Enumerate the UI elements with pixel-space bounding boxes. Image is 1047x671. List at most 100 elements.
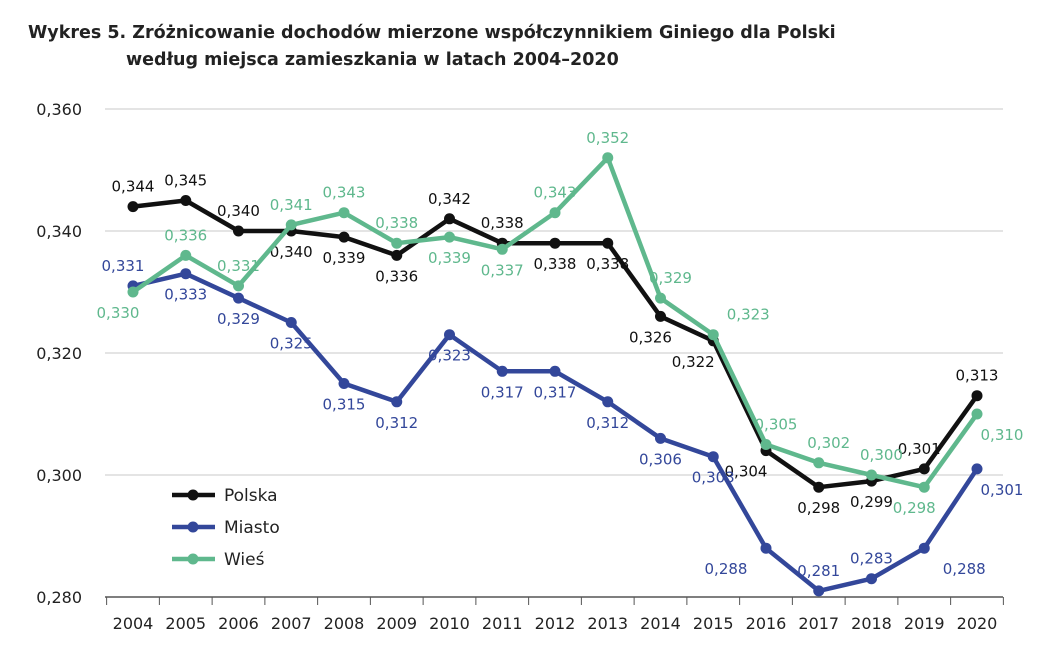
x-tick-label: 2017 bbox=[798, 614, 839, 633]
legend-label: Miasto bbox=[224, 518, 280, 538]
chart-title: Wykres 5. Zróżnicowanie dochodów mierzon… bbox=[28, 20, 836, 74]
data-label: 0,288 bbox=[943, 560, 986, 578]
x-tick-label: 2015 bbox=[693, 614, 734, 633]
x-tick-label: 2013 bbox=[587, 614, 628, 633]
data-label: 0,344 bbox=[112, 178, 155, 196]
data-label: 0,310 bbox=[981, 426, 1024, 444]
data-point bbox=[918, 463, 930, 475]
data-label: 0,288 bbox=[705, 560, 748, 578]
x-tick-label: 2014 bbox=[640, 614, 681, 633]
data-point bbox=[918, 542, 930, 554]
data-label: 0,300 bbox=[860, 446, 903, 464]
data-point bbox=[285, 219, 297, 231]
data-label: 0,326 bbox=[629, 328, 672, 346]
data-label: 0,352 bbox=[586, 129, 629, 147]
data-point bbox=[707, 451, 719, 463]
data-label: 0,338 bbox=[586, 255, 629, 273]
data-point bbox=[760, 439, 772, 450]
data-label: 0,298 bbox=[797, 499, 840, 517]
data-label: 0,338 bbox=[375, 214, 418, 232]
data-label: 0,325 bbox=[270, 335, 313, 353]
x-tick-label: 2016 bbox=[746, 614, 787, 633]
data-point bbox=[813, 585, 825, 597]
data-point bbox=[496, 243, 508, 255]
data-label: 0,331 bbox=[217, 257, 260, 275]
x-tick-label: 2011 bbox=[482, 614, 523, 633]
x-tick-label: 2005 bbox=[165, 614, 206, 633]
data-point bbox=[602, 396, 614, 408]
data-label: 0,340 bbox=[217, 202, 260, 220]
data-label: 0,313 bbox=[956, 367, 999, 385]
data-point bbox=[127, 201, 139, 213]
data-label: 0,342 bbox=[428, 190, 471, 208]
data-label: 0,338 bbox=[481, 214, 524, 232]
data-label: 0,322 bbox=[672, 353, 715, 371]
data-label: 0,336 bbox=[164, 226, 207, 244]
data-label: 0,345 bbox=[164, 172, 207, 190]
data-label: 0,329 bbox=[649, 269, 692, 287]
data-label: 0,304 bbox=[725, 463, 768, 481]
data-label: 0,343 bbox=[323, 184, 366, 202]
legend-marker bbox=[187, 521, 199, 533]
data-point bbox=[444, 329, 455, 341]
data-label: 0,306 bbox=[639, 450, 682, 468]
data-label: 0,302 bbox=[807, 434, 850, 452]
data-point bbox=[549, 365, 561, 377]
data-label: 0,343 bbox=[534, 184, 577, 202]
data-label: 0,341 bbox=[270, 196, 313, 214]
data-label: 0,338 bbox=[534, 255, 577, 273]
data-point bbox=[496, 365, 508, 377]
data-point bbox=[444, 231, 455, 243]
y-tick-label: 0,300 bbox=[36, 466, 82, 485]
data-point bbox=[233, 225, 244, 237]
data-label: 0,301 bbox=[898, 440, 941, 458]
data-point bbox=[233, 292, 244, 304]
x-tick-label: 2020 bbox=[957, 614, 998, 633]
data-label: 0,301 bbox=[981, 481, 1024, 499]
x-tick-label: 2019 bbox=[904, 614, 945, 633]
legend-label: Wieś bbox=[224, 550, 265, 570]
data-label: 0,339 bbox=[428, 249, 471, 267]
data-point bbox=[285, 317, 297, 328]
x-tick-label: 2007 bbox=[271, 614, 312, 633]
data-point bbox=[813, 481, 825, 493]
data-point bbox=[391, 237, 403, 249]
data-label: 0,323 bbox=[428, 347, 471, 365]
x-tick-label: 2006 bbox=[218, 614, 259, 633]
data-point bbox=[180, 195, 192, 206]
data-point bbox=[338, 207, 350, 219]
data-point bbox=[602, 237, 614, 249]
data-label: 0,323 bbox=[727, 306, 770, 324]
data-label: 0,303 bbox=[692, 469, 735, 487]
title-line-1: Wykres 5. Zróżnicowanie dochodów mierzon… bbox=[28, 23, 836, 43]
x-tick-label: 2008 bbox=[324, 614, 365, 633]
data-point bbox=[444, 213, 455, 225]
y-tick-label: 0,340 bbox=[36, 222, 82, 241]
data-point bbox=[971, 390, 983, 402]
y-tick-label: 0,320 bbox=[36, 344, 82, 363]
data-point bbox=[813, 457, 825, 469]
data-point bbox=[760, 542, 772, 554]
data-label: 0,339 bbox=[323, 249, 366, 267]
data-label: 0,283 bbox=[850, 550, 893, 568]
data-label: 0,317 bbox=[534, 383, 577, 401]
data-point bbox=[338, 378, 350, 389]
data-point bbox=[391, 396, 403, 408]
data-label: 0,329 bbox=[217, 310, 260, 328]
data-label: 0,281 bbox=[797, 562, 840, 580]
data-point bbox=[391, 249, 403, 261]
title-line-2: według miejsca zamieszkania w latach 200… bbox=[126, 50, 619, 70]
data-point bbox=[971, 463, 983, 475]
data-point bbox=[866, 469, 877, 481]
data-point bbox=[866, 573, 877, 585]
data-point bbox=[918, 481, 930, 493]
data-point bbox=[971, 408, 983, 420]
data-label: 0,337 bbox=[481, 261, 524, 279]
data-point bbox=[707, 329, 719, 341]
data-point bbox=[655, 310, 666, 322]
x-tick-label: 2010 bbox=[429, 614, 470, 633]
data-label: 0,340 bbox=[270, 243, 313, 261]
data-label: 0,312 bbox=[375, 414, 418, 432]
